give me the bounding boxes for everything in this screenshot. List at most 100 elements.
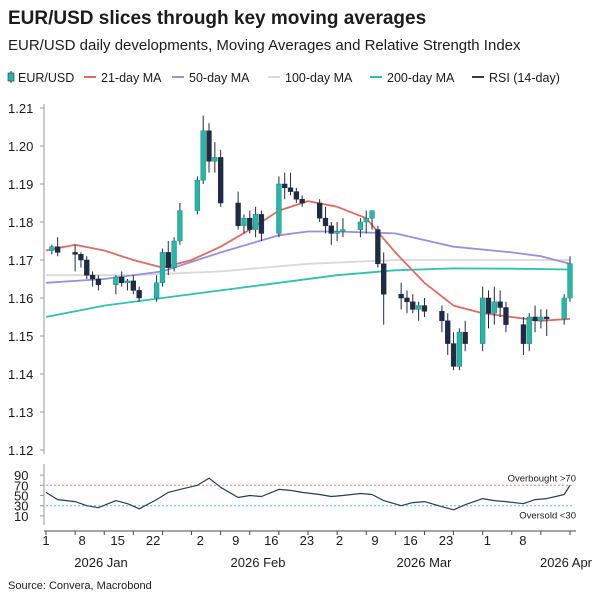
candle-body xyxy=(561,297,567,320)
candle-body xyxy=(480,297,486,344)
x-month-label: 2026 Mar xyxy=(397,555,453,570)
candle-body xyxy=(369,210,375,219)
candle-body xyxy=(130,280,136,291)
candle-body xyxy=(124,280,131,284)
price-tick-label: 1.15 xyxy=(8,329,33,344)
rsi-tick-label: 90 xyxy=(14,468,28,483)
candle-body xyxy=(194,179,201,211)
candle-body xyxy=(252,214,259,230)
series-line-ma50 xyxy=(45,230,571,284)
candle-body xyxy=(200,130,206,181)
candle-body xyxy=(520,324,527,344)
candle-body xyxy=(456,331,463,367)
candle-body xyxy=(485,297,492,314)
x-month-label: 2026 Jan xyxy=(74,555,128,570)
candle-body xyxy=(119,276,125,284)
price-tick-label: 1.12 xyxy=(8,443,33,458)
price-tick-label: 1.14 xyxy=(8,367,33,382)
candle-body xyxy=(218,157,224,204)
candle-body xyxy=(404,297,410,303)
x-month-label: 2026 Feb xyxy=(231,555,286,570)
price-tick-label: 1.19 xyxy=(8,177,33,192)
candle-body xyxy=(532,316,538,322)
candle-body xyxy=(316,202,323,219)
legend-label: 100-day MA xyxy=(285,71,353,85)
series-line-ma100 xyxy=(46,259,570,277)
candle-body xyxy=(328,225,334,234)
x-tick-label: 1 xyxy=(484,533,491,548)
x-tick-label: 8 xyxy=(78,533,85,548)
candle-body xyxy=(567,263,573,299)
legend-label: 50-day MA xyxy=(189,71,250,85)
candle-body xyxy=(410,301,416,310)
x-tick-label: 16 xyxy=(403,533,417,548)
candle-body xyxy=(421,305,428,312)
rsi-tick-label: 30 xyxy=(14,499,28,514)
oversold-label: Oversold <30 xyxy=(519,511,576,522)
candle-body xyxy=(439,311,445,322)
candle-body xyxy=(363,217,369,223)
candle-body xyxy=(136,290,142,299)
price-axis: 1.12 1.13 1.14 1.15 1.16 1.17 1.18 1.19 1.20 1.21 xyxy=(8,101,45,458)
source-note: Source: Convera, Macrobond xyxy=(8,580,152,592)
legend: EUR/USD 21-day MA 50-day MA 100-day MA 200-d… xyxy=(7,71,560,85)
candle-body xyxy=(381,263,387,295)
candle-body xyxy=(415,305,422,310)
candle-body xyxy=(544,316,550,320)
page-subtitle: EUR/USD daily developments, Moving Avera… xyxy=(8,37,521,54)
candle-body xyxy=(159,252,166,284)
x-tick-label: 16 xyxy=(264,533,278,548)
candle-body xyxy=(49,246,55,251)
candlesticks xyxy=(49,115,573,371)
candle-body xyxy=(165,252,171,268)
candle-body xyxy=(299,198,305,204)
moving-average-lines xyxy=(45,200,571,322)
x-tick-label: 9 xyxy=(232,533,239,548)
candle-body xyxy=(84,259,90,276)
candle-body xyxy=(334,231,340,234)
x-month-label: 2026 Apr xyxy=(540,555,593,570)
candle-body xyxy=(78,254,84,261)
price-tick-label: 1.16 xyxy=(8,291,33,306)
price-tick-label: 1.18 xyxy=(8,215,33,230)
candle-body xyxy=(206,130,212,162)
rsi-line xyxy=(45,477,571,511)
candle-body xyxy=(526,316,532,344)
x-tick-label: 23 xyxy=(439,533,453,548)
rsi-tick-label: 70 xyxy=(14,478,28,493)
candle-body xyxy=(322,217,329,227)
overbought-label: Overbought >70 xyxy=(508,473,576,484)
candle-body xyxy=(113,276,119,285)
candle-body xyxy=(375,229,381,265)
candle-body xyxy=(287,187,294,192)
candle-body xyxy=(247,217,253,230)
candle-body xyxy=(258,214,265,234)
candle-body xyxy=(95,278,102,285)
x-tick-label: 1 xyxy=(42,533,49,548)
candle-body xyxy=(72,252,78,255)
candle-body xyxy=(171,240,177,268)
candle-body xyxy=(497,301,503,308)
candle-body xyxy=(177,210,183,242)
candle-body xyxy=(538,316,544,322)
rsi-tick-label: 50 xyxy=(14,489,28,504)
candle-body xyxy=(89,274,96,280)
candle-body xyxy=(445,320,451,344)
legend-label: 200-day MA xyxy=(387,71,455,85)
price-tick-label: 1.20 xyxy=(8,139,33,154)
x-tick-label: 23 xyxy=(300,533,314,548)
candle-body xyxy=(54,246,61,253)
x-tick-label: 22 xyxy=(146,533,160,548)
legend-label: RSI (14-day) xyxy=(489,71,560,85)
candle-body xyxy=(153,282,160,299)
series-line-ma200 xyxy=(45,267,571,318)
candle-body xyxy=(212,157,218,162)
candle-body xyxy=(491,301,497,314)
x-tick-label: 15 xyxy=(110,533,124,548)
candle-body xyxy=(235,202,241,227)
candle-body xyxy=(503,307,509,325)
candle-body xyxy=(357,221,364,230)
legend-label: EUR/USD xyxy=(18,71,74,85)
